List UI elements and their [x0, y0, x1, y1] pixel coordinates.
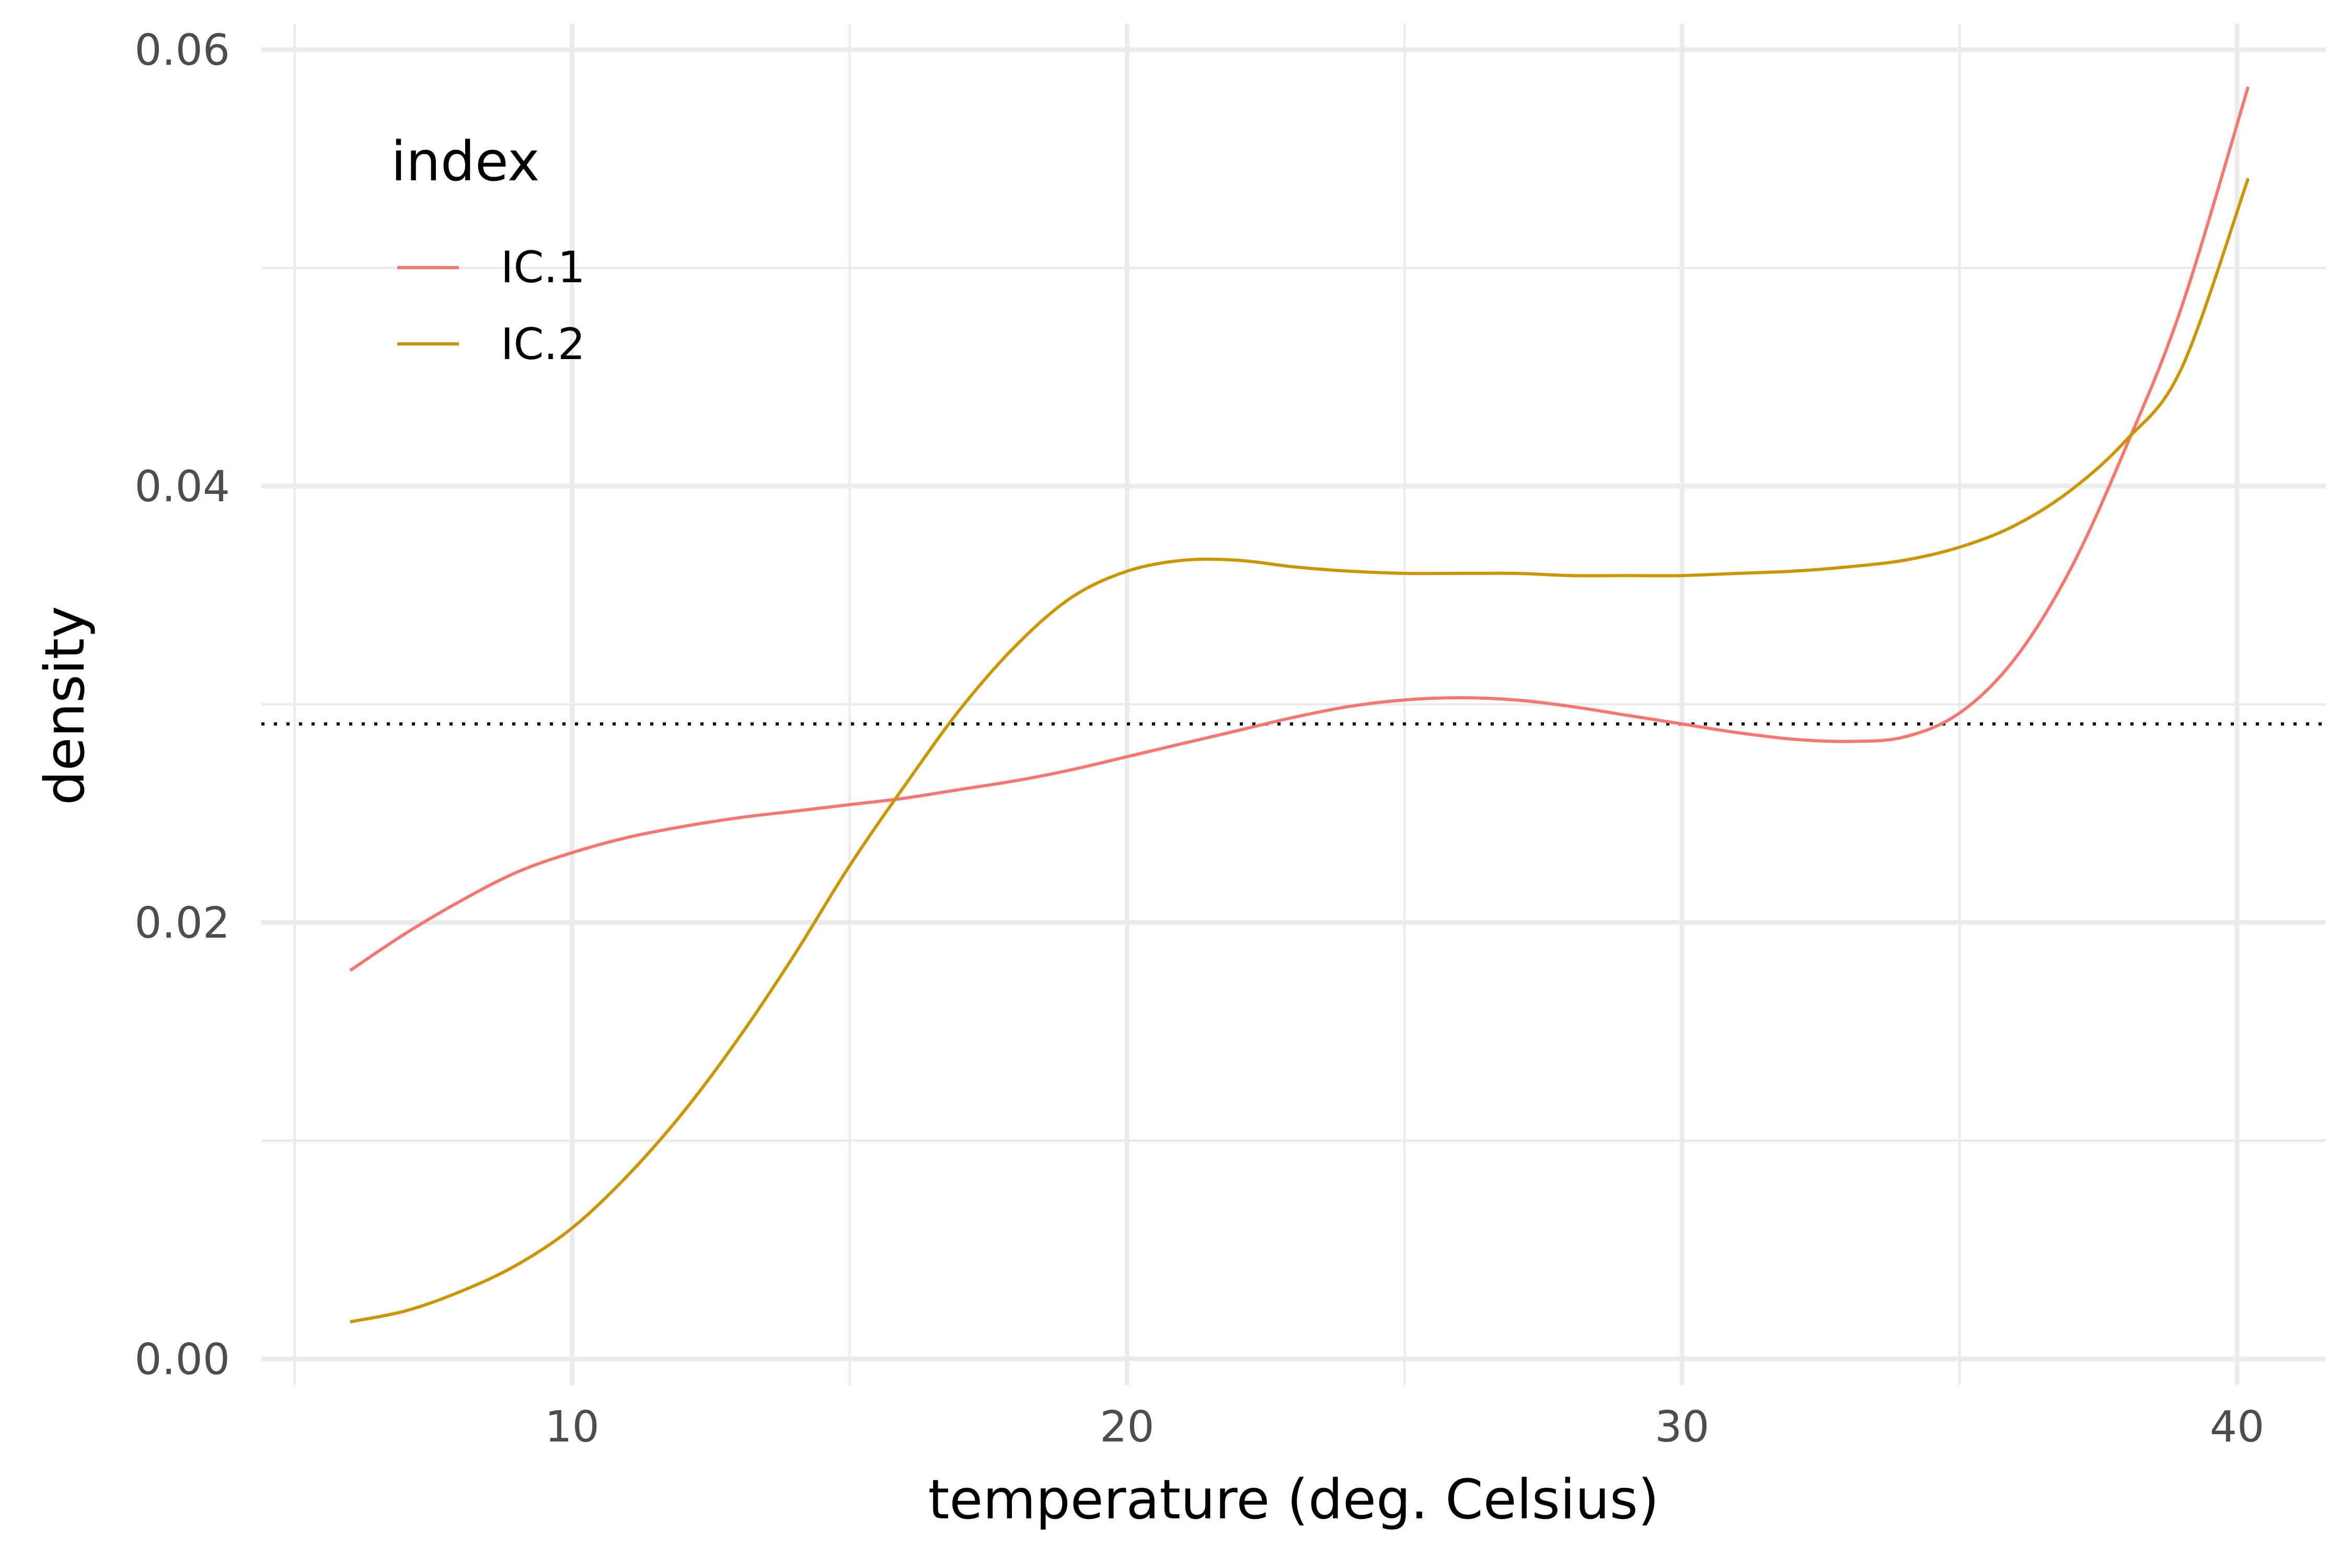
y-tick-label: 0.04 — [134, 462, 230, 512]
legend-label-ic2: IC.2 — [501, 319, 585, 370]
y-axis-title: density — [33, 606, 97, 805]
series-line-ic2 — [350, 178, 2250, 1323]
x-tick-label: 20 — [1100, 1402, 1154, 1452]
legend-title: index — [391, 130, 540, 193]
x-axis-title: temperature (deg. Celsius) — [928, 1468, 1659, 1531]
y-tick-labels: 0.00 0.02 0.04 0.06 — [134, 26, 230, 1385]
legend-label-ic1: IC.1 — [501, 242, 585, 293]
x-tick-labels: 10 20 30 40 — [545, 1402, 2264, 1452]
x-tick-label: 10 — [545, 1402, 599, 1452]
y-tick-label: 0.00 — [134, 1335, 230, 1385]
series-group — [349, 86, 2250, 1323]
series-line-ic1 — [349, 86, 2250, 972]
x-tick-label: 40 — [2210, 1402, 2264, 1452]
y-tick-label: 0.06 — [134, 26, 230, 75]
x-tick-label: 30 — [1655, 1402, 1709, 1452]
legend: index IC.1 IC.2 — [391, 130, 585, 370]
y-tick-label: 0.02 — [134, 898, 230, 948]
grid — [261, 24, 2326, 1385]
